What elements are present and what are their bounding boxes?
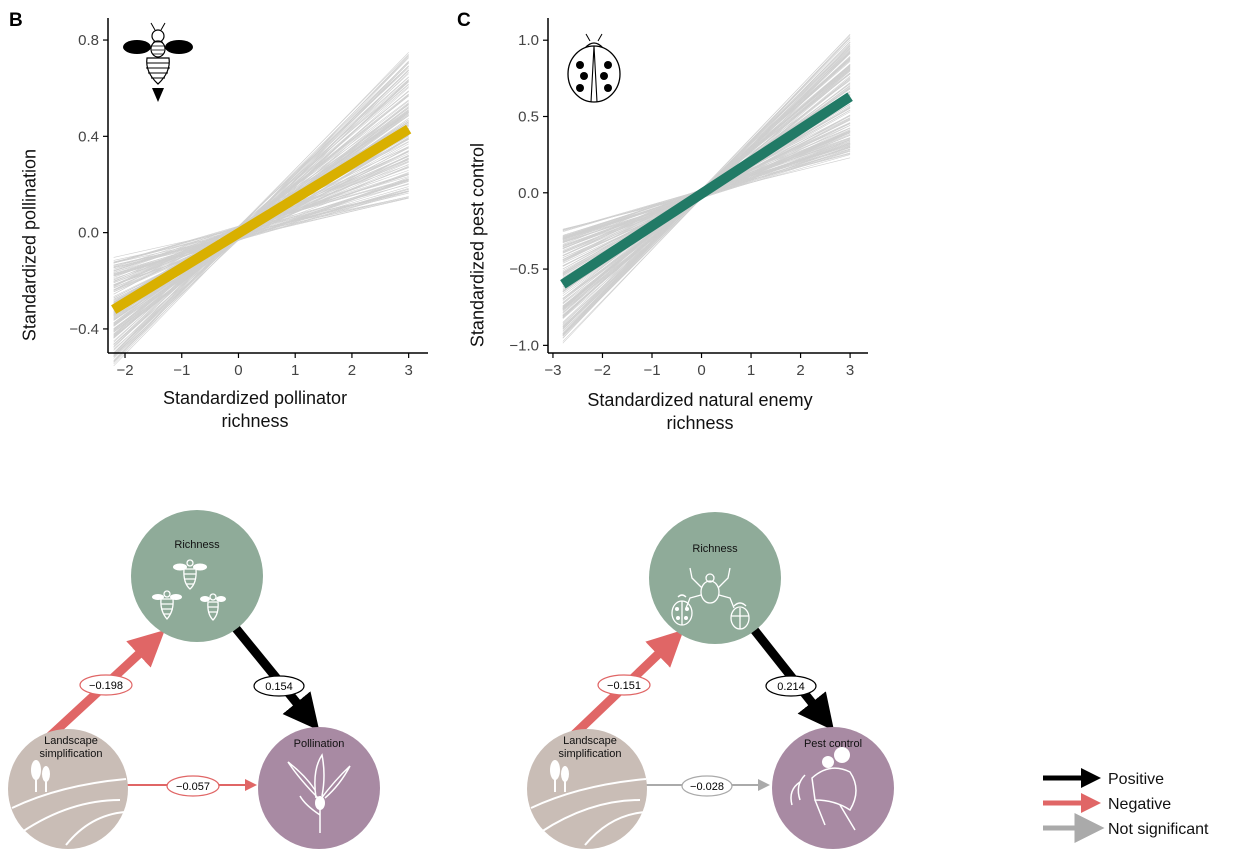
x-tick-label: −2 — [594, 362, 611, 379]
coef-badge-landscape-richness-2: −0.151 — [597, 674, 651, 696]
x-tick-label: −1 — [643, 362, 660, 379]
y-tick-label: −0.4 — [69, 321, 99, 338]
richness-node-2 — [649, 512, 781, 644]
posterior-draw — [113, 67, 409, 343]
x-tick-label: 2 — [348, 362, 356, 379]
y-axis-title-b: Standardized pollination — [19, 148, 40, 342]
svg-text:−0.057: −0.057 — [176, 781, 210, 793]
posterior-draw — [113, 70, 409, 357]
pollination-label: Pollination — [294, 738, 345, 750]
x-axis-title-b: Standardized pollinator richness — [162, 388, 348, 431]
legend-positive-label: Positive — [1108, 771, 1164, 788]
landscape-icon-2 — [530, 760, 647, 846]
coef-badge-richness-service-1: 0.154 — [253, 675, 305, 697]
landscape-label-2: Landscape simplification — [559, 735, 622, 760]
mean-fit-line — [111, 124, 412, 314]
coef-badge-richness-service-2: 0.214 — [765, 675, 817, 697]
svg-text:0.214: 0.214 — [777, 681, 805, 693]
x-tick-label: −3 — [544, 362, 561, 379]
landscape-icon-1 — [11, 760, 127, 846]
pest-control-node — [772, 727, 894, 849]
bee-icon — [123, 22, 193, 102]
posterior-draw — [113, 52, 409, 357]
coef-badge-landscape-service-2: −0.028 — [681, 775, 733, 797]
posterior-draw — [562, 34, 851, 334]
posterior-draw — [113, 137, 409, 317]
posterior-draw — [113, 70, 409, 347]
path-diagrams: Richness Landscape simplification Pollina… — [8, 510, 1209, 849]
coef-badge-landscape-richness-1: −0.198 — [79, 674, 133, 696]
y-tick-label: 0.0 — [518, 185, 539, 202]
y-tick-label: 0.0 — [78, 225, 99, 242]
bee-group-icon — [152, 559, 226, 621]
posterior-draw — [113, 164, 409, 291]
arrow-richness-service-1 — [230, 623, 320, 731]
natural-enemies-icon — [671, 567, 750, 630]
x-tick-label: 2 — [796, 362, 804, 379]
axes-b: −2 −1 0 1 2 3 −0.4 0.0 0.4 0.8 — [69, 18, 428, 379]
y-tick-label: −0.5 — [509, 261, 539, 278]
x-tick-label: 1 — [291, 362, 299, 379]
y-tick-label: 0.8 — [78, 32, 99, 49]
y-tick-label: 1.0 — [518, 32, 539, 49]
x-tick-label: −2 — [116, 362, 133, 379]
richness-label-1: Richness — [174, 539, 220, 551]
coef-badge-landscape-service-1: −0.057 — [166, 775, 220, 797]
pest-control-label: Pest control — [804, 738, 862, 750]
richness-node-1 — [131, 510, 263, 642]
x-axis-title-c: Standardized natural enemy richness — [587, 390, 813, 433]
posterior-draw — [113, 196, 409, 266]
legend-negative-label: Negative — [1108, 796, 1171, 813]
panel-letter-b: B — [9, 10, 23, 31]
x-tick-label: 0 — [234, 362, 242, 379]
posterior-draw — [113, 186, 409, 273]
svg-text:−0.151: −0.151 — [607, 680, 641, 692]
axes-c: −3 −2 −1 0 1 2 3 −1.0 −0.5 0.0 0.5 1.0 — [509, 18, 868, 379]
pest-control-icon — [790, 747, 857, 831]
arrow-richness-service-2 — [748, 624, 835, 731]
y-tick-label: 0.4 — [78, 128, 99, 145]
posterior-draw — [113, 181, 409, 276]
svg-text:−0.028: −0.028 — [690, 781, 724, 793]
svg-text:−0.198: −0.198 — [89, 680, 123, 692]
mean-fit-line — [560, 92, 853, 289]
legend: Positive Negative Not significant — [1043, 768, 1209, 843]
posterior-draw — [113, 73, 409, 345]
pollination-node — [258, 727, 380, 849]
x-tick-label: −1 — [173, 362, 190, 379]
fit-line-b — [111, 124, 412, 314]
y-tick-label: −1.0 — [509, 337, 539, 354]
posterior-draw — [113, 81, 409, 335]
x-tick-label: 3 — [404, 362, 412, 379]
diagram-pollination: Richness Landscape simplification Pollina… — [8, 510, 380, 849]
legend-not-significant-label: Not significant — [1108, 821, 1209, 838]
ladybird-icon — [567, 33, 621, 103]
richness-label-2: Richness — [692, 543, 738, 555]
landscape-label-1: Landscape simplification — [40, 735, 103, 760]
panel-letter-c: C — [457, 10, 471, 31]
posterior-draw — [113, 197, 409, 266]
fit-line-c — [560, 92, 853, 289]
pest-control-chart: −3 −2 −1 0 1 2 3 −1.0 −0.5 0.0 0.5 1.0 — [509, 18, 868, 379]
flower-icon — [287, 753, 351, 833]
diagram-pest-control: Richness Landscape simplification Pest co… — [527, 512, 894, 849]
posterior-draw — [113, 197, 409, 264]
x-tick-label: 0 — [697, 362, 705, 379]
x-tick-label: 1 — [747, 362, 755, 379]
posterior-draw — [113, 79, 409, 342]
y-axis-title-c: Standardized pest control — [467, 142, 488, 348]
svg-text:0.154: 0.154 — [265, 681, 293, 693]
posterior-draw — [113, 94, 409, 330]
x-tick-label: 3 — [846, 362, 854, 379]
y-tick-label: 0.5 — [518, 108, 539, 125]
pollination-chart: −2 −1 0 1 2 3 −0.4 0.0 0.4 0.8 — [69, 18, 428, 379]
